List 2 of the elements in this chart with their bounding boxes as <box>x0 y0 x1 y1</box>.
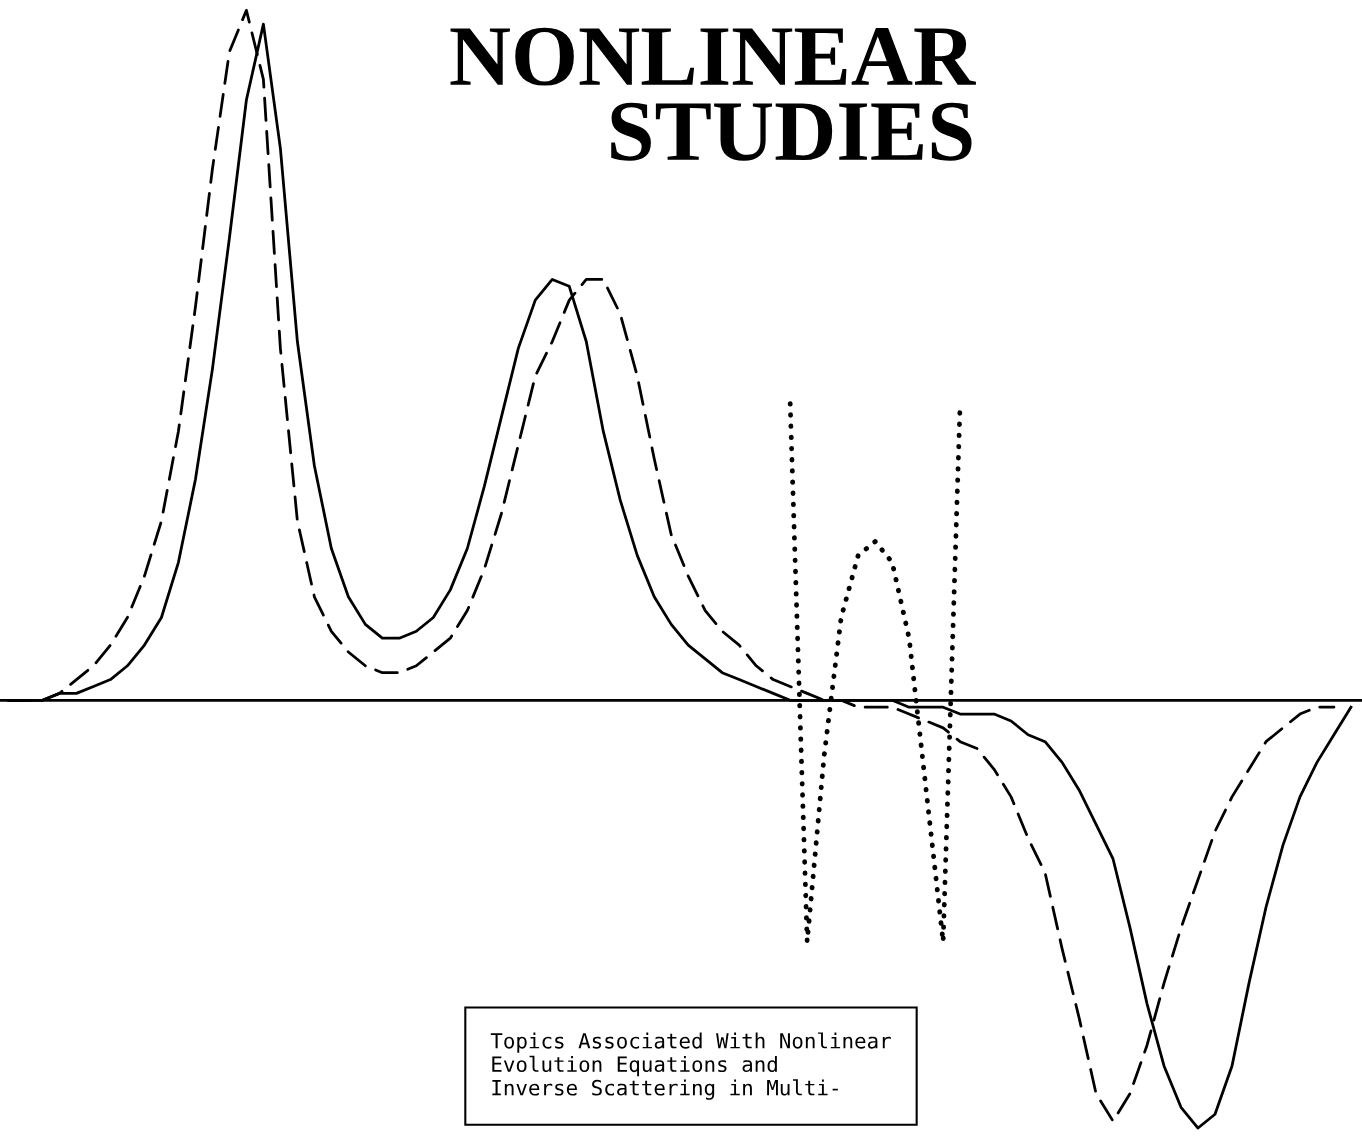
chart-title: NONLINEAR STUDIES <box>450 27 976 161</box>
annotation: Topics Associated With Nonlinear Evolution Equations and Inverse Scattering in Multi- <box>490 1032 891 1100</box>
